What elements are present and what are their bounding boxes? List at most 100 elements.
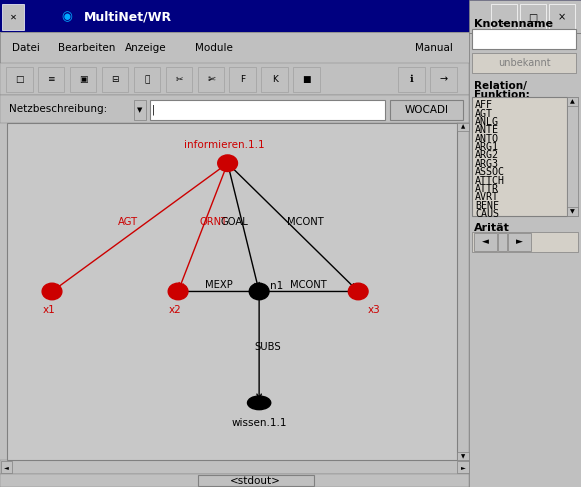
Circle shape [42,283,62,300]
FancyBboxPatch shape [549,4,575,30]
Text: ≡: ≡ [48,75,55,84]
Text: _: _ [501,15,507,24]
Text: x2: x2 [169,305,181,315]
Circle shape [349,283,368,300]
FancyBboxPatch shape [261,67,288,92]
Text: Bearbeiten: Bearbeiten [58,43,116,53]
FancyBboxPatch shape [491,4,517,30]
FancyBboxPatch shape [508,233,531,251]
FancyBboxPatch shape [6,67,33,92]
Text: ▣: ▣ [79,75,87,84]
Text: ■: ■ [303,75,311,84]
Text: ℹ: ℹ [410,75,413,84]
Text: Anzeige: Anzeige [125,43,167,53]
Text: GOAL: GOAL [221,218,249,227]
Text: →: → [439,75,447,84]
Text: informieren.1.1: informieren.1.1 [184,140,265,150]
FancyBboxPatch shape [0,474,469,487]
Text: MCONT: MCONT [287,218,324,227]
Text: ►: ► [516,238,523,246]
FancyBboxPatch shape [398,67,425,92]
FancyBboxPatch shape [150,100,385,120]
FancyBboxPatch shape [0,0,581,32]
FancyBboxPatch shape [457,452,469,460]
FancyBboxPatch shape [472,29,576,49]
FancyBboxPatch shape [430,67,457,92]
Text: □: □ [15,75,23,84]
Text: ◉: ◉ [62,11,72,23]
Text: x3: x3 [368,305,381,315]
Text: ▼: ▼ [137,107,143,113]
Text: Knotenname: Knotenname [474,19,553,29]
Text: <stdout>: <stdout> [230,476,281,486]
Text: Module: Module [195,43,232,53]
Circle shape [249,283,269,300]
FancyBboxPatch shape [102,67,128,92]
Text: Datei: Datei [12,43,40,53]
FancyBboxPatch shape [472,53,576,73]
Text: ARG2: ARG2 [475,150,499,160]
FancyBboxPatch shape [567,97,578,106]
FancyBboxPatch shape [390,100,463,120]
Text: AGT: AGT [118,218,138,227]
Text: ▲: ▲ [461,124,465,130]
Text: ×: × [558,12,566,22]
Text: ▼: ▼ [570,209,575,214]
Text: ⊟: ⊟ [112,75,119,84]
FancyBboxPatch shape [472,97,567,216]
Text: ARG3: ARG3 [475,159,499,169]
FancyBboxPatch shape [1,461,12,473]
Text: AVRT: AVRT [475,192,499,202]
FancyBboxPatch shape [469,0,581,487]
Text: ORNT: ORNT [199,218,227,227]
Text: x1: x1 [43,305,55,315]
Text: ATTCH: ATTCH [475,176,505,186]
Text: SUBS: SUBS [254,342,281,352]
Text: ►: ► [461,465,465,470]
Text: ▲: ▲ [570,99,575,104]
Text: Arität: Arität [474,223,510,233]
Text: Manual: Manual [415,43,453,53]
FancyBboxPatch shape [0,95,469,123]
Text: CAUS: CAUS [475,209,499,219]
FancyBboxPatch shape [38,67,64,92]
Text: 🔍: 🔍 [144,75,150,84]
Text: ATTR: ATTR [475,184,499,194]
Text: |: | [152,105,156,115]
FancyBboxPatch shape [498,233,507,251]
Text: ARG1: ARG1 [475,142,499,152]
Text: MultiNet/WR: MultiNet/WR [84,11,173,23]
Text: AFF: AFF [475,100,493,110]
FancyBboxPatch shape [0,63,469,95]
FancyBboxPatch shape [166,67,192,92]
FancyBboxPatch shape [457,123,469,131]
Text: unbekannt: unbekannt [498,58,550,68]
FancyBboxPatch shape [474,233,497,251]
FancyBboxPatch shape [0,32,469,63]
Text: ✕: ✕ [10,13,17,21]
FancyBboxPatch shape [293,67,320,92]
Text: MCONT: MCONT [290,280,327,290]
Text: AGT: AGT [475,109,493,118]
Text: MEXP: MEXP [205,280,232,290]
FancyBboxPatch shape [520,4,546,30]
FancyBboxPatch shape [7,123,457,460]
FancyBboxPatch shape [229,67,256,92]
FancyBboxPatch shape [134,67,160,92]
FancyBboxPatch shape [567,207,578,216]
Text: ✄: ✄ [207,75,214,84]
FancyBboxPatch shape [134,100,146,120]
Text: WOCADI: WOCADI [404,105,449,115]
FancyBboxPatch shape [472,232,578,252]
FancyBboxPatch shape [70,67,96,92]
Text: ◄: ◄ [482,238,489,246]
Circle shape [168,283,188,300]
Text: ANLG: ANLG [475,117,499,127]
Text: □: □ [528,13,537,23]
Text: ANTE: ANTE [475,125,499,135]
Text: ANTO: ANTO [475,134,499,144]
Text: ▼: ▼ [461,454,465,459]
Text: K: K [272,75,278,84]
FancyBboxPatch shape [198,67,224,92]
Text: n1: n1 [270,281,283,291]
